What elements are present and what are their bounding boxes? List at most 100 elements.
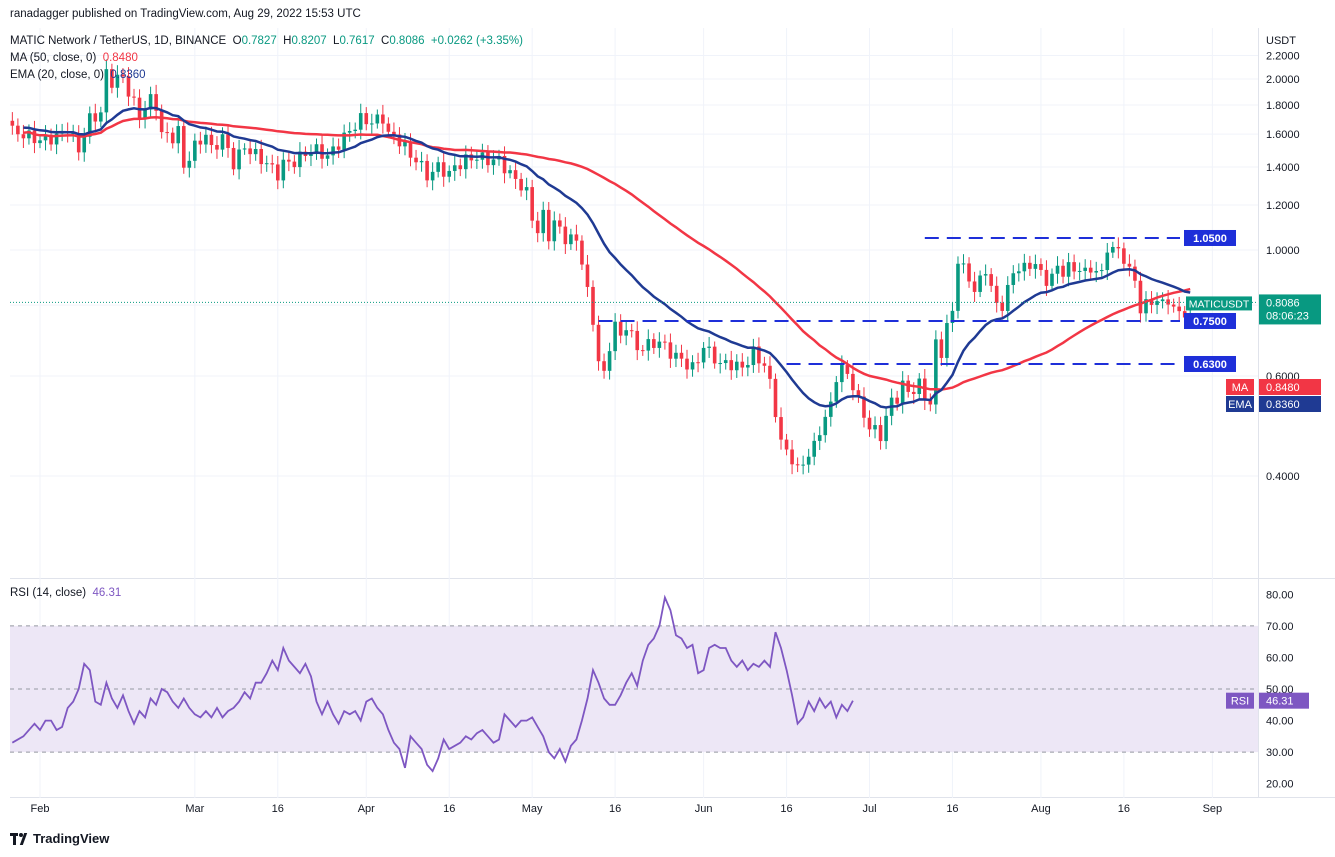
ema-value-tag-label: 0.8360 xyxy=(1266,399,1300,411)
candle-body xyxy=(381,114,385,124)
candle-body xyxy=(840,365,844,383)
candle-body xyxy=(270,163,275,165)
candle-body xyxy=(209,134,214,146)
rsi-value: 46.31 xyxy=(92,587,122,599)
candle-body xyxy=(668,342,673,359)
candle-body xyxy=(806,456,811,465)
candle-body xyxy=(591,286,595,325)
ema-label: EMA (20, close, 0) xyxy=(10,69,104,81)
candle-body xyxy=(900,380,905,404)
candle-body xyxy=(16,125,20,135)
time-tick-label: 16 xyxy=(443,803,455,815)
candle-body xyxy=(950,310,955,324)
publish-line: ranadagger published on TradingView.com,… xyxy=(10,8,361,20)
candle-body xyxy=(873,425,877,430)
candle-body xyxy=(823,416,828,436)
legend-rsi[interactable]: RSI (14, close) 46.31 xyxy=(10,587,121,599)
candle-body xyxy=(10,120,15,126)
candle-body xyxy=(1133,266,1137,281)
legend-ma[interactable]: MA (50, close, 0) 0.8480 xyxy=(10,52,138,64)
candle-body xyxy=(1177,306,1181,312)
candle-body xyxy=(486,152,490,166)
level-tag-bg xyxy=(1184,355,1236,372)
candle-body xyxy=(32,130,37,144)
candle-body xyxy=(253,148,258,155)
candle-body xyxy=(707,346,711,348)
candle-body xyxy=(613,321,617,352)
candle-body xyxy=(287,159,291,162)
candle-body xyxy=(154,94,158,111)
symbol-title[interactable]: MATIC Network / TetherUS, 1D, BINANCE xyxy=(10,35,227,47)
candle-body xyxy=(956,263,960,311)
candle-body xyxy=(358,113,363,130)
candle-body xyxy=(275,164,280,181)
candle-body xyxy=(104,69,109,113)
candle-body xyxy=(812,440,816,457)
candle-body xyxy=(121,74,125,77)
candle-body xyxy=(994,285,999,303)
candle-body xyxy=(729,360,734,371)
rsi-tag-label: RSI xyxy=(1231,696,1249,708)
candle-body xyxy=(1061,265,1065,277)
candle-body xyxy=(784,439,789,450)
high-value: 0.8207 xyxy=(291,35,327,47)
candle-body xyxy=(657,341,662,348)
candle-body xyxy=(237,149,241,170)
candle-body xyxy=(652,339,656,348)
level-tag-bg xyxy=(1184,312,1236,329)
candle-body xyxy=(1155,301,1159,305)
time-tick-label: Aug xyxy=(1031,803,1051,815)
tradingview-logo-icon xyxy=(10,832,28,845)
candle-body xyxy=(856,390,861,397)
candle-body xyxy=(54,133,59,145)
candle-body xyxy=(508,170,512,174)
candle-body xyxy=(364,113,369,125)
candle-body xyxy=(790,449,794,465)
candle-body xyxy=(115,74,120,88)
time-tick-label: Jul xyxy=(862,803,876,815)
tradingview-logo[interactable]: TradingView xyxy=(10,831,109,846)
candle-body xyxy=(734,361,739,371)
rsi-tick-label: 70.00 xyxy=(1266,621,1294,633)
candle-body xyxy=(502,155,507,174)
candle-body xyxy=(347,130,352,133)
candle-body xyxy=(530,187,534,221)
candle-body xyxy=(314,144,319,155)
candle-body xyxy=(1149,299,1154,305)
candle-body xyxy=(773,378,778,418)
candle-body xyxy=(165,132,169,134)
candle-body xyxy=(336,146,341,150)
candle-body xyxy=(76,133,81,153)
rsi-value-tag-bg xyxy=(1259,692,1309,709)
candle-body xyxy=(1171,304,1176,307)
candle-body xyxy=(370,123,374,125)
candle-body xyxy=(419,160,424,163)
candle-body xyxy=(1072,262,1076,272)
candle-body xyxy=(1044,269,1049,286)
candle-body xyxy=(751,346,756,366)
candle-body xyxy=(99,112,103,122)
candle-body xyxy=(27,130,31,139)
candle-body xyxy=(878,425,883,442)
tradingview-logo-text: TradingView xyxy=(33,831,110,846)
candle-body xyxy=(159,110,164,133)
candle-body xyxy=(934,339,938,405)
candle-body xyxy=(1050,273,1054,286)
candle-body xyxy=(1028,262,1032,269)
candle-body xyxy=(226,134,230,148)
candle-body xyxy=(220,134,225,150)
legend-ema[interactable]: EMA (20, close, 0) 0.8360 xyxy=(10,69,146,81)
ema-tag-bg xyxy=(1226,396,1254,412)
candle-body xyxy=(126,76,131,97)
candle-body xyxy=(757,346,761,364)
candle-body xyxy=(1055,265,1060,274)
candle-body xyxy=(817,435,822,441)
candle-body xyxy=(408,141,413,158)
candle-body xyxy=(1099,270,1104,272)
candle-body xyxy=(375,114,380,124)
candle-body xyxy=(403,141,407,147)
candle-body xyxy=(148,94,153,110)
candle-body xyxy=(1011,273,1016,285)
time-tick-label: 16 xyxy=(609,803,621,815)
